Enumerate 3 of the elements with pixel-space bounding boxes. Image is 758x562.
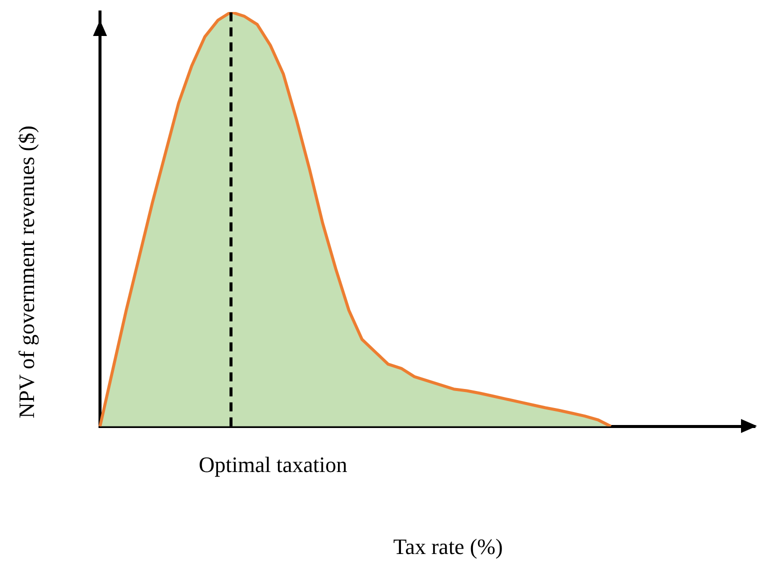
x-axis-title: Tax rate (%) (393, 534, 503, 559)
y-axis-title: NPV of government revenues ($) (14, 126, 39, 418)
text: Optimal taxation (198, 452, 348, 478)
